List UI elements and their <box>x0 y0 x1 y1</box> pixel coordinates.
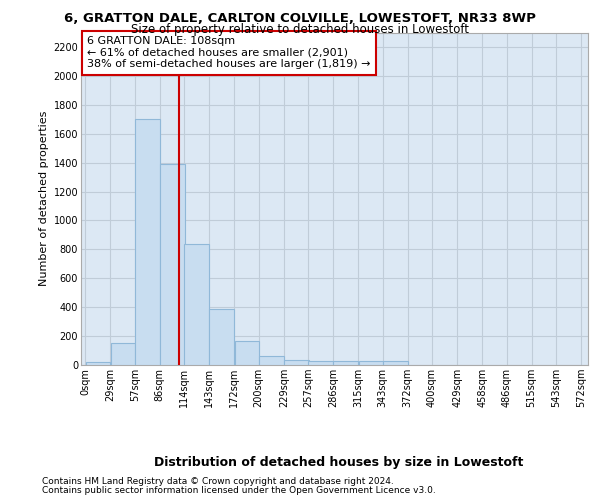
Bar <box>259 356 284 365</box>
Bar <box>135 119 160 365</box>
Text: Contains public sector information licensed under the Open Government Licence v3: Contains public sector information licen… <box>42 486 436 495</box>
Text: 6, GRATTON DALE, CARLTON COLVILLE, LOWESTOFT, NR33 8WP: 6, GRATTON DALE, CARLTON COLVILLE, LOWES… <box>64 12 536 26</box>
Text: Distribution of detached houses by size in Lowestoft: Distribution of detached houses by size … <box>154 456 524 469</box>
Text: Size of property relative to detached houses in Lowestoft: Size of property relative to detached ho… <box>131 24 469 36</box>
Bar <box>184 244 209 365</box>
Y-axis label: Number of detached properties: Number of detached properties <box>40 111 49 286</box>
Bar <box>209 310 234 365</box>
Bar <box>334 360 358 365</box>
Bar <box>86 362 110 365</box>
Bar <box>284 360 309 365</box>
Bar <box>383 362 407 365</box>
Bar <box>308 360 333 365</box>
Bar <box>110 342 136 365</box>
Bar <box>359 362 383 365</box>
Bar <box>160 164 185 365</box>
Text: 6 GRATTON DALE: 108sqm
← 61% of detached houses are smaller (2,901)
38% of semi-: 6 GRATTON DALE: 108sqm ← 61% of detached… <box>87 36 371 70</box>
Bar <box>235 341 259 365</box>
Text: Contains HM Land Registry data © Crown copyright and database right 2024.: Contains HM Land Registry data © Crown c… <box>42 477 394 486</box>
